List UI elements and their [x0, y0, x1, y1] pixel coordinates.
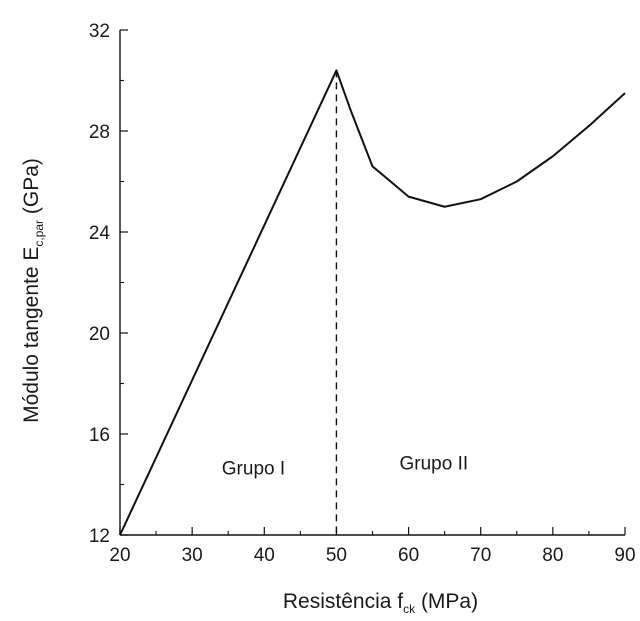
- ticks: 20 30 40 50 60 70 80 90 12 16 20 24 28 32: [89, 21, 636, 566]
- y-tick-label: 16: [89, 425, 110, 446]
- x-axis-title-sub: ck: [403, 602, 416, 616]
- y-tick-label: 28: [89, 122, 110, 143]
- x-tick-label: 80: [542, 545, 563, 566]
- y-tick-label: 20: [89, 324, 110, 345]
- y-tick-label: 12: [89, 526, 110, 547]
- x-tick-label: 70: [470, 545, 491, 566]
- x-tick-label: 50: [326, 545, 347, 566]
- x-tick-label: 60: [398, 545, 419, 566]
- x-tick-label: 40: [254, 545, 275, 566]
- group-annotation: Grupo II: [399, 453, 468, 474]
- y-axis-title-main: Módulo tangente E: [20, 247, 43, 423]
- axes: [119, 30, 625, 536]
- x-axis-title-main: Resistência f: [283, 590, 403, 613]
- y-axis-title: Módulo tangente Ec,par (GPa): [20, 158, 46, 423]
- annotations: Grupo I Grupo II: [222, 453, 468, 479]
- group-annotation: Grupo I: [222, 458, 285, 479]
- x-axis-title-tail: (MPa): [415, 590, 478, 613]
- x-axis-title: Resistência fck (MPa): [283, 590, 478, 616]
- series-line: [119, 69, 626, 536]
- y-axis-title-sub: c,par: [32, 220, 46, 247]
- x-tick-label: 20: [109, 545, 130, 566]
- y-tick-label: 24: [89, 223, 111, 244]
- x-tick-label: 90: [614, 545, 635, 566]
- y-axis-title-tail: (GPa): [20, 158, 43, 220]
- y-tick-label: 32: [89, 21, 110, 42]
- x-tick-label: 30: [182, 545, 203, 566]
